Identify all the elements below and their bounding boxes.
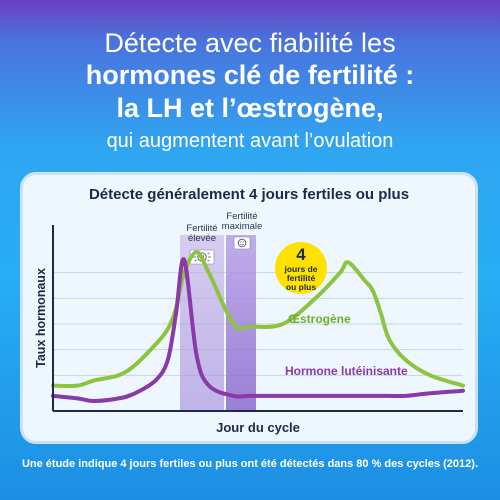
y-axis-label: Taux hormonaux [34,268,48,368]
badge-text-2: fertilité [287,273,316,283]
smile-icon [233,236,251,250]
band-label-max-2: maximale [222,221,263,232]
series-line-lh [51,257,465,403]
series-label-estrogen: Œstrogène [288,312,351,326]
badge-number: 4 [296,245,306,264]
headline-line-3: la LH et l’œstrogène, [116,93,384,123]
series-line-estrogen [51,250,465,388]
chart-card: Détecte généralement 4 jours fertiles ou… [20,172,478,444]
band-label-max-1: Fertilité [226,211,257,222]
badge-text-3: ou plus [286,282,316,292]
footnote: Une étude indique 4 jours fertiles ou pl… [21,458,479,470]
fertile-days-badge: 4 jours de fertilité ou plus [275,242,327,294]
headline-line-4: qui augmentent avant l’ovulation [106,130,394,152]
badge-text-1: jours de [283,264,317,274]
chart-title: Détecte généralement 4 jours fertiles ou… [88,186,410,203]
hormone-chart: Fertilité élevée Fertilité maximale Œstr… [34,211,465,435]
series-lines [51,250,465,403]
band-label-high-2: élevée [188,233,216,244]
band-label-high-1: Fertilité [186,223,217,234]
grid-lines [53,272,463,376]
x-axis-label: Jour du cycle [216,420,300,435]
series-label-lh: Hormone lutéinisante [285,364,408,378]
headline-line-2: hormones clé de fertilité : [85,60,415,90]
headline: Détecte avec fiabilité les hormones clé … [0,28,500,154]
headline-line-1: Détecte avec fiabilité les [104,28,396,58]
